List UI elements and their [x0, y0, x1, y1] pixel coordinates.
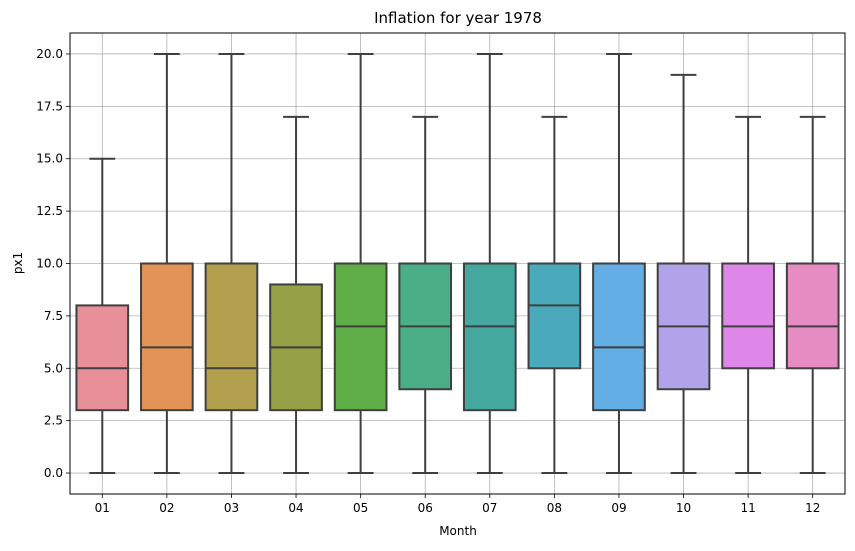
box-month-09: [592, 52, 646, 475]
y-tick-label: 20.0: [36, 47, 63, 61]
box-iqr: [462, 262, 517, 412]
y-tick-label: 12.5: [36, 204, 63, 218]
box-month-01: [75, 157, 130, 475]
x-tick-label: 10: [676, 501, 691, 515]
y-tick-label: 15.0: [36, 152, 63, 166]
box-iqr: [721, 262, 775, 370]
box-month-11: [721, 115, 775, 475]
x-tick-label: 11: [740, 501, 755, 515]
x-tick-label: 05: [353, 501, 368, 515]
box-iqr: [592, 262, 646, 412]
box-month-03: [204, 52, 259, 475]
box-month-12: [785, 115, 840, 475]
y-axis-label: px1: [11, 252, 25, 274]
x-tick-label: 03: [224, 501, 239, 515]
box-iqr: [333, 262, 388, 412]
y-axis: 0.0 2.5 5.0 7.5 10.0 12.5 15.0 17.5 20.0: [36, 47, 70, 480]
box-iqr: [140, 262, 194, 412]
box-iqr: [75, 304, 130, 412]
box-month-02: [140, 52, 194, 475]
y-tick-label: 17.5: [36, 99, 63, 113]
y-tick-label: 10.0: [36, 257, 63, 271]
chart-title: Inflation for year 1978: [374, 9, 542, 27]
x-tick-label: 02: [159, 501, 174, 515]
box-month-07: [462, 52, 517, 475]
box-iqr: [204, 262, 259, 412]
x-tick-label: 09: [611, 501, 626, 515]
x-tick-label: 07: [482, 501, 497, 515]
box-iqr: [527, 262, 582, 370]
boxes-layer: [75, 52, 840, 475]
box-month-06: [398, 115, 453, 475]
y-tick-label: 5.0: [44, 361, 63, 375]
y-tick-label: 7.5: [44, 309, 63, 323]
box-month-08: [527, 115, 582, 475]
x-axis: 01 02 03 04 05 06 07 08 09 10 11 12: [95, 494, 820, 515]
x-tick-label: 08: [547, 501, 562, 515]
y-tick-label: 2.5: [44, 414, 63, 428]
x-tick-label: 01: [95, 501, 110, 515]
box-month-04: [269, 115, 323, 475]
x-axis-label: Month: [439, 524, 477, 538]
box-month-05: [333, 52, 388, 475]
box-month-10: [656, 73, 711, 475]
box-iqr: [785, 262, 840, 370]
x-tick-label: 06: [418, 501, 433, 515]
x-tick-label: 12: [805, 501, 820, 515]
x-tick-label: 04: [288, 501, 303, 515]
y-tick-label: 0.0: [44, 466, 63, 480]
